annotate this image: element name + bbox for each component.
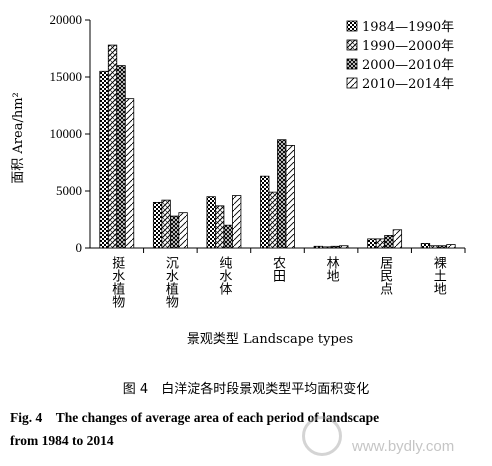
watermark-text: www.bydly.com [352, 438, 455, 455]
watermark-logo [302, 416, 342, 456]
bar [330, 245, 340, 249]
x-tick-label: 林地 [324, 256, 340, 282]
bar [420, 243, 431, 249]
bar [392, 229, 403, 249]
bar [367, 238, 377, 249]
y-tick-label: 0 [76, 240, 83, 255]
legend-label: 1984—1990年 [362, 20, 454, 35]
x-tick-label: 挺水植物 [109, 256, 125, 309]
y-tick-label: 5000 [56, 183, 82, 198]
bar [215, 205, 225, 249]
bar [268, 191, 278, 249]
bar-chart: 0 5000 10000 15000 20000 挺水植物 沉水植物 纯水体 农田 林地 居民点 裸土… [11, 12, 466, 347]
x-tick-label: 农田 [270, 256, 286, 282]
bar [116, 65, 126, 249]
bar [232, 195, 242, 249]
bar [152, 201, 163, 249]
bar [429, 245, 439, 249]
legend-label: 2010—2014年 [362, 77, 454, 92]
y-tick-label: 20000 [50, 12, 83, 27]
y-tick-label: 15000 [50, 69, 83, 84]
bar [260, 175, 270, 249]
x-tick-label: 裸土地 [431, 256, 447, 295]
bar [285, 144, 295, 249]
y-tick-label: 10000 [50, 126, 83, 141]
figure-caption-cn: 图 4 白洋淀各时段景观类型平均面积变化 [122, 382, 370, 397]
y-axis-label: 面积 Area/hm² [11, 92, 26, 183]
bar [375, 238, 386, 249]
bar [99, 70, 109, 249]
bar [169, 215, 180, 249]
bars-group [99, 44, 456, 249]
x-tick-label: 沉水植物 [163, 256, 179, 309]
legend-swatch [346, 39, 358, 51]
bar [339, 245, 349, 249]
x-tick-label: 纯水体 [216, 256, 232, 295]
bar [178, 212, 188, 249]
legend-label: 2000—2010年 [362, 58, 454, 73]
bar [384, 235, 394, 249]
bar [322, 246, 332, 249]
bar [446, 244, 456, 249]
x-tick-label: 居民点 [377, 256, 393, 295]
bar [124, 98, 135, 249]
bar [277, 139, 287, 249]
bar [313, 245, 323, 249]
legend-swatch [346, 58, 358, 70]
figure-caption-en-line1: Fig. 4 The changes of average area of ea… [10, 410, 380, 425]
legend-label: 1990—2000年 [362, 39, 454, 54]
bar [107, 44, 118, 249]
bar [437, 245, 448, 249]
bar [223, 224, 233, 249]
legend-swatch [346, 20, 358, 32]
legend-swatch [346, 77, 358, 89]
x-axis-label: 景观类型 Landscape types [187, 332, 353, 347]
bar [161, 199, 171, 249]
legend: 1984—1990年 1990—2000年 2000—2010年 2010—2014年 [346, 20, 454, 92]
bar [206, 196, 216, 249]
figure-caption-en-line2: from 1984 to 2014 [10, 433, 114, 448]
axes: 0 5000 10000 15000 20000 挺水植物 沉水植物 纯水体 农田 林地 居民点 裸土… [50, 12, 466, 309]
